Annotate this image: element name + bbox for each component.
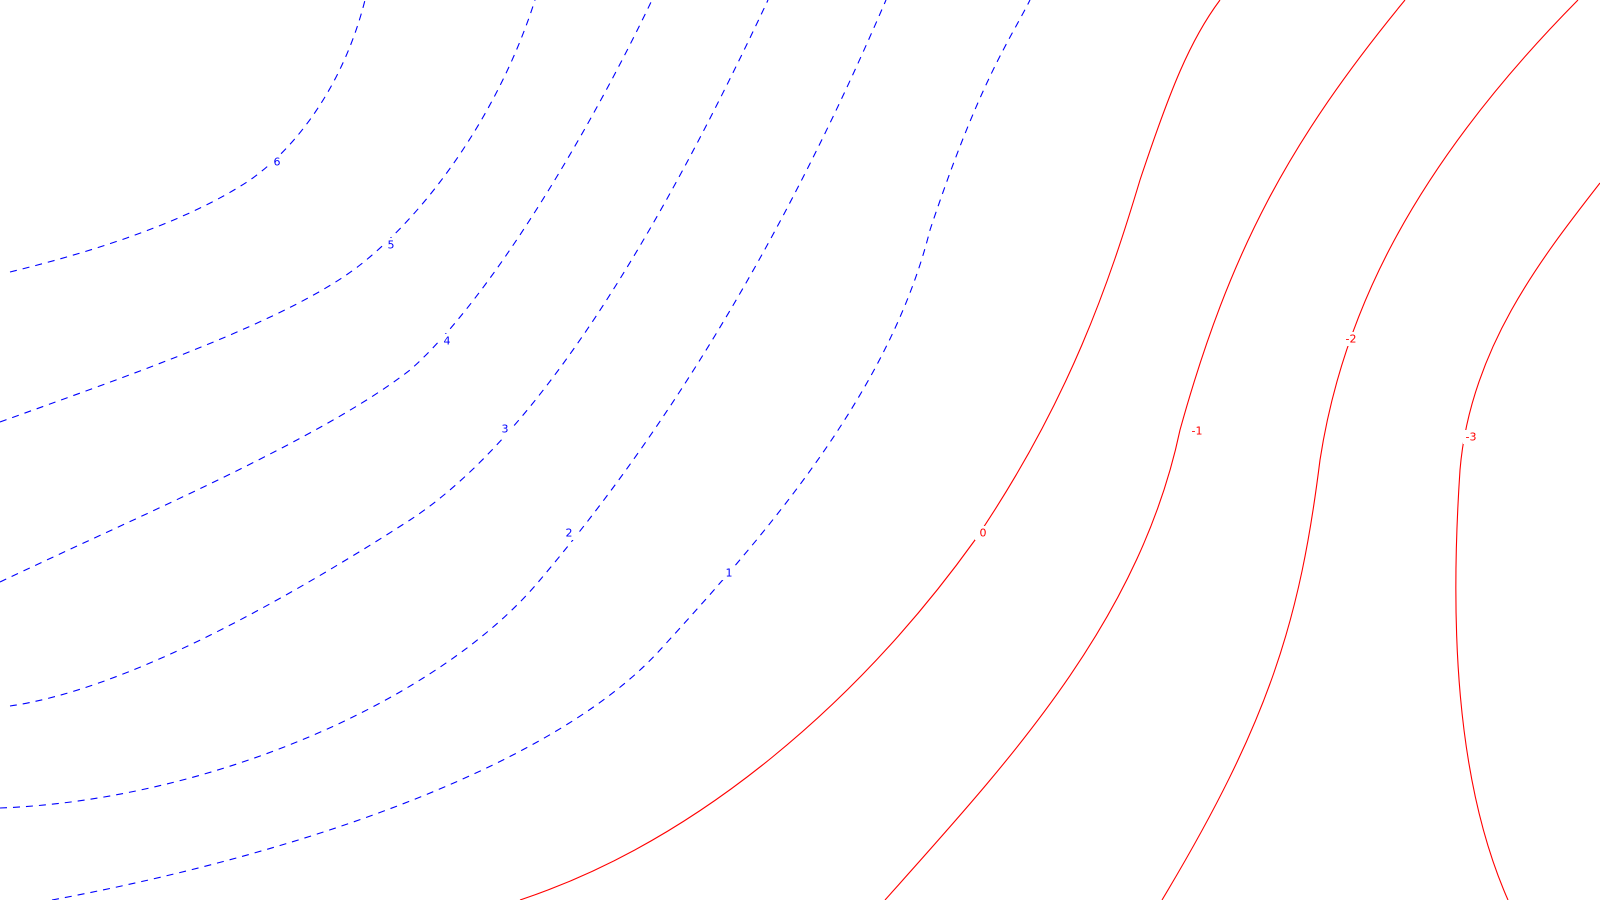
contour-label-bg-5 <box>383 238 399 252</box>
contour-line-5 <box>0 0 536 423</box>
contour-line-3 <box>9 0 769 707</box>
contour-line-neg3 <box>1455 182 1600 900</box>
contour-line-4 <box>0 0 653 583</box>
contour-label-3: 3 <box>502 423 509 436</box>
contour-label-bg-1 <box>721 566 737 580</box>
contour-line-1 <box>51 0 1031 900</box>
contour-label-neg2: -2 <box>1346 333 1357 346</box>
contour-label-6: 6 <box>274 156 281 169</box>
contour-label-bg-6 <box>269 155 285 169</box>
contour-label-bg-0 <box>975 526 991 540</box>
contour-label-1: 1 <box>726 567 733 580</box>
contour-label-2: 2 <box>566 527 573 540</box>
contour-line-0 <box>519 0 1221 900</box>
contour-label-5: 5 <box>388 239 395 252</box>
contour-label-bg-3 <box>497 422 513 436</box>
contour-label-bg-2 <box>561 526 577 540</box>
contour-label-4: 4 <box>444 335 451 348</box>
contour-label-bg-4 <box>439 334 455 348</box>
contour-line-2 <box>0 0 887 809</box>
contour-label-bg-neg1 <box>1189 424 1205 438</box>
contour-label-0: 0 <box>980 527 987 540</box>
contour-line-neg1 <box>884 0 1406 900</box>
contour-label-bg-neg3 <box>1463 430 1479 444</box>
contour-label-neg1: -1 <box>1192 425 1203 438</box>
contour-label-bg-neg2 <box>1343 332 1359 346</box>
contour-line-neg2 <box>1161 0 1579 900</box>
contour-labels: 6 5 4 3 2 1 0 -1 -2 -3 <box>269 155 1479 580</box>
contour-label-neg3: -3 <box>1466 431 1477 444</box>
contour-line-6 <box>9 0 366 273</box>
